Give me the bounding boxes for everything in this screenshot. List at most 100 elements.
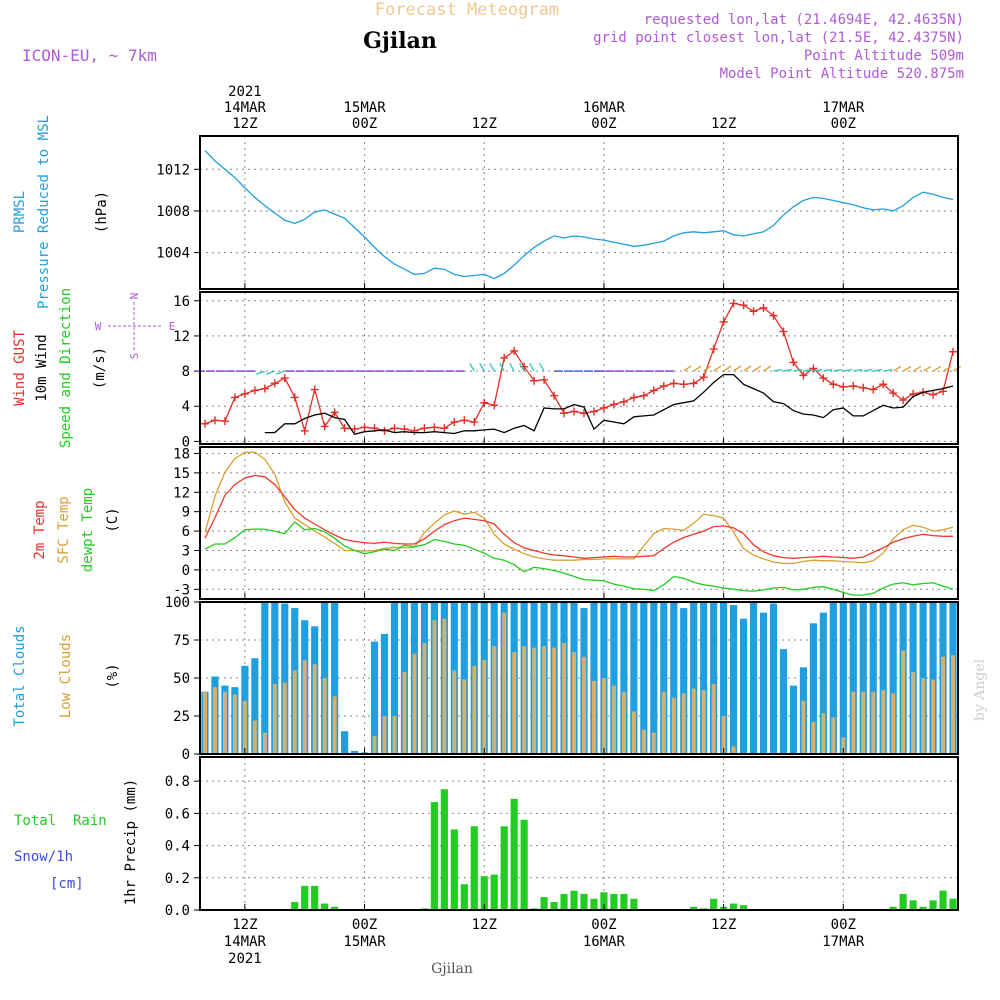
wind-direction-arrow [823, 368, 833, 372]
low-cloud-bar [402, 671, 407, 754]
wind-gust-point [719, 317, 728, 326]
total-cloud-bar [370, 641, 379, 754]
wind-gust-point [230, 393, 239, 402]
total-cloud-bar [630, 602, 638, 754]
temp-ytick-label: -3 [173, 582, 190, 598]
total-cloud-bar [271, 602, 279, 754]
total-cloud-bar [251, 658, 259, 754]
wind-gust-point [220, 417, 229, 426]
wind-gust-point [350, 425, 359, 434]
low-cloud-bar [462, 679, 467, 754]
wind-direction-arrow [713, 365, 722, 372]
pressure-ytick-label: 1008 [156, 204, 190, 220]
top-time-label: 12Z [711, 116, 736, 132]
wind-direction-arrow [723, 365, 732, 372]
low-cloud-bar [532, 647, 537, 754]
wind-gust-point [260, 384, 269, 393]
total-cloud-bar [460, 602, 468, 754]
low-cloud-bar [591, 681, 596, 754]
wind-direction-arrow [863, 368, 873, 372]
low-cloud-bar [572, 652, 576, 754]
low-cloud-bar [302, 659, 307, 754]
bottom-time-label: 12Z [472, 917, 497, 933]
wind-direction-arrow [813, 368, 823, 372]
temp-panel: -3 0 3 6 9 12 15 18 [173, 446, 959, 600]
rain-bar [490, 874, 498, 910]
total-cloud-bar [869, 602, 877, 754]
wind-direction-arrow [803, 368, 813, 372]
precip-ytick-label: 0.4 [165, 839, 190, 855]
rain-bar [510, 798, 518, 910]
wind-gust-point [290, 393, 299, 402]
total-cloud-label: Total Clouds [12, 625, 28, 726]
wind-panel-labels: Wind GUST 10m Wind Speed and Direction (… [12, 288, 175, 448]
wind-gust-point [739, 301, 748, 310]
bottom-time-label: 12Z [232, 917, 257, 933]
wind-gust-point [879, 380, 888, 389]
total-cloud-bar [341, 731, 349, 754]
low-cloud-bar [522, 646, 527, 754]
wind-gust-point [869, 385, 878, 394]
rain-bar [301, 885, 309, 910]
cloud-panel-labels: Total Clouds Low Clouds (%) [12, 625, 121, 726]
pressure-frame [199, 135, 959, 290]
low-cloud-bar [272, 684, 277, 754]
rain-bar [321, 903, 329, 910]
snow-label: Snow/1h [14, 849, 73, 865]
rain-bar [939, 890, 947, 910]
wind-gust-point [560, 409, 569, 418]
wind-ytick-label: 12 [173, 329, 190, 345]
low-cloud-bar [332, 696, 337, 754]
wind-direction-arrow [469, 362, 475, 372]
total-cloud-bar [670, 602, 678, 754]
wind-gust-point [829, 380, 838, 389]
rain-bar [610, 893, 618, 910]
low-cloud-bar [242, 700, 247, 754]
low-cloud-bar [312, 664, 317, 754]
wind-direction-arrow [256, 370, 266, 375]
wind-direction-arrow [519, 362, 525, 372]
total-cloud-bar [610, 602, 618, 754]
total-cloud-bar [929, 602, 937, 754]
wind-gust-point [679, 380, 688, 389]
wind-direction-arrow [922, 366, 932, 372]
temp-ytick-label: 3 [182, 543, 190, 559]
pressure-ytick-label: 1004 [156, 246, 190, 262]
rain-bar [590, 898, 598, 910]
wind-gust-point [649, 386, 658, 395]
temp-sfc-label: SFC Temp [56, 496, 72, 563]
wind-gust-point [510, 346, 519, 355]
wind-direction-arrow [902, 366, 912, 372]
wind-direction-arrow [912, 366, 922, 372]
rain-bar [580, 893, 588, 910]
wind-gust-point [570, 407, 579, 416]
bottom-time-label: 00Z [352, 917, 377, 933]
low-cloud-bar [262, 732, 267, 754]
total-cloud-bar [889, 602, 897, 754]
wind-frame [199, 291, 959, 445]
compass-s: S [128, 353, 141, 360]
rain-bar [480, 876, 488, 910]
rain-bar [470, 826, 478, 910]
low-cloud-bar [552, 647, 557, 754]
wind-gust-point [669, 379, 678, 388]
wind-direction-arrow [539, 362, 545, 372]
rain-bar [889, 906, 897, 910]
low-cloud-bar [502, 612, 507, 754]
total-cloud-bar [859, 602, 867, 754]
rain-bar [739, 905, 748, 910]
low-cloud-label: Low Clouds [58, 634, 74, 718]
wind-gust-point [689, 379, 698, 388]
cloud-unit: (%) [105, 663, 121, 688]
wind-gust-point [659, 382, 668, 391]
low-cloud-bar [252, 720, 257, 754]
total-cloud-bar [789, 685, 798, 754]
wind-gust-point [769, 311, 778, 320]
rain-bar [331, 906, 339, 910]
wind-gust-point [440, 424, 449, 433]
compass-w: W [95, 320, 102, 333]
bottom-time-label: 00Z [591, 917, 616, 933]
low-cloud-bar [392, 716, 397, 754]
